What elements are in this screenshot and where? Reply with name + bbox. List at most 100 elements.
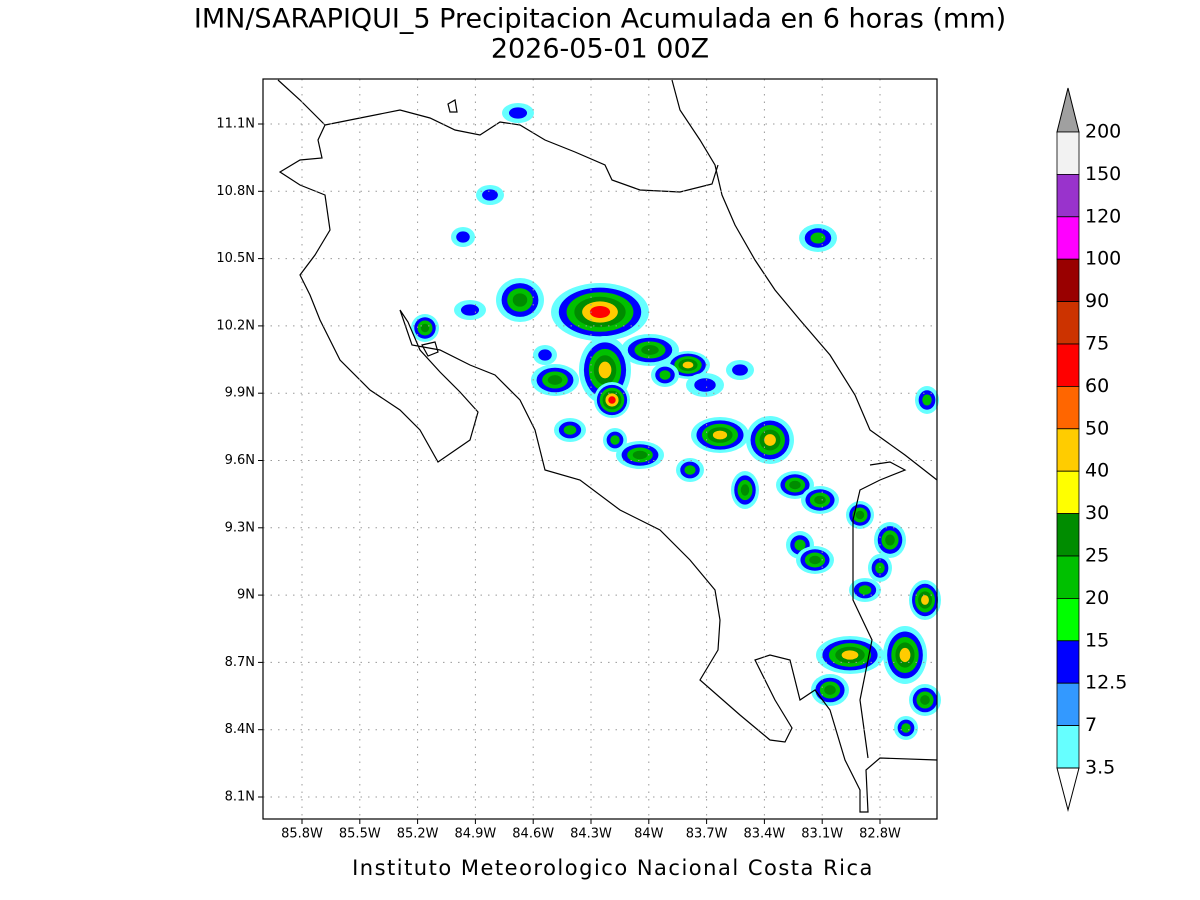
lat-tick-label: 9.9N xyxy=(225,386,255,401)
colorbar-label: 50 xyxy=(1085,417,1109,439)
precip-cell xyxy=(764,434,776,446)
precip-cell xyxy=(420,323,430,333)
colorbar-segment xyxy=(1056,131,1080,175)
lat-tick-label: 9.6N xyxy=(225,453,255,468)
precip-cell xyxy=(684,465,696,475)
coastline xyxy=(671,79,938,481)
island xyxy=(421,341,439,357)
colorbar-segment xyxy=(1056,301,1080,345)
precip-cell xyxy=(610,435,620,445)
precip-cell xyxy=(598,361,612,379)
precip-cell xyxy=(789,480,801,490)
colorbar-under xyxy=(1056,767,1080,812)
precip-cell xyxy=(810,232,826,244)
colorbar-label: 75 xyxy=(1085,333,1109,355)
lon-tick-label: 84.6W xyxy=(512,827,554,842)
lon-tick-label: 83.7W xyxy=(686,827,728,842)
lon-tick-label: 84.9W xyxy=(454,827,496,842)
precip-cell xyxy=(841,650,859,660)
map-frame xyxy=(262,78,938,820)
colorbar-label: 90 xyxy=(1085,290,1109,312)
precip-cell xyxy=(809,555,821,565)
lat-tick-label: 11.1N xyxy=(216,117,255,132)
precip-cell xyxy=(682,361,694,369)
precip-cell xyxy=(732,364,748,376)
lon-tick-label: 83.4W xyxy=(743,827,785,842)
precip-cell xyxy=(632,450,648,460)
colorbar-segment xyxy=(1056,173,1080,218)
colorbar-segment xyxy=(1056,258,1080,303)
lon-tick-label: 84.3W xyxy=(570,827,612,842)
precip-cell xyxy=(641,345,659,355)
precip-cell xyxy=(589,306,611,318)
precip-cell xyxy=(855,510,865,520)
precip-cell xyxy=(740,484,750,496)
lon-tick-label: 85.8W xyxy=(281,827,323,842)
border xyxy=(324,109,719,193)
colorbar-label: 60 xyxy=(1085,375,1109,397)
graticule: 85.8W 85.5W 85.2W 84.9W 84.6W 84.3W 84W 83.7W 83… xyxy=(216,79,937,842)
lon-tick-label: 85.5W xyxy=(339,827,381,842)
map-subtitle: 2026-05-01 00Z xyxy=(491,34,709,65)
precip-cell xyxy=(901,723,911,733)
precip-cell xyxy=(899,647,911,663)
lat-tick-label: 10.2N xyxy=(216,318,255,333)
colorbar-segment xyxy=(1056,216,1080,260)
map-title: IMN/SARAPIQUI_5 Precipitacion Acumulada … xyxy=(194,4,1006,35)
lon-tick-label: 83.1W xyxy=(801,827,843,842)
precip-cell xyxy=(694,378,716,392)
lat-tick-label: 10.5N xyxy=(216,251,255,266)
precip-cell xyxy=(456,231,470,243)
footer: Instituto Meteorologico Nacional Costa R… xyxy=(352,856,874,880)
lat-tick-label: 8.7N xyxy=(225,655,255,670)
island xyxy=(447,99,458,113)
coastlines xyxy=(277,79,938,813)
precip-cell xyxy=(885,534,895,546)
lat-tick-label: 10.8N xyxy=(216,184,255,199)
precip-cell xyxy=(538,349,552,361)
colorbar-label: 30 xyxy=(1085,502,1109,524)
colorbar-label: 15 xyxy=(1085,629,1109,651)
precip-cell xyxy=(824,685,836,695)
colorbar-label: 150 xyxy=(1085,163,1121,185)
lat-tick-label: 8.1N xyxy=(225,790,255,805)
colorbar-segment xyxy=(1056,513,1080,557)
colorbar-label: 120 xyxy=(1085,205,1121,227)
colorbar-over xyxy=(1056,87,1080,133)
lat-tick-label: 9N xyxy=(237,588,255,603)
precip-cell xyxy=(814,495,826,505)
lon-tick-label: 84W xyxy=(634,827,664,842)
precip-cell xyxy=(460,304,480,316)
precip-cell xyxy=(858,585,872,595)
colorbar-label: 200 xyxy=(1085,121,1121,143)
precip-cell xyxy=(922,394,932,406)
lat-tick-label: 8.4N xyxy=(225,722,255,737)
border xyxy=(852,461,907,759)
coastline xyxy=(277,79,938,813)
colorbar-label: 7 xyxy=(1085,714,1097,736)
precip-cell xyxy=(563,425,577,435)
lon-tick-label: 85.2W xyxy=(397,827,439,842)
colorbar-label: 40 xyxy=(1085,460,1109,482)
colorbar-segment xyxy=(1056,555,1080,599)
precip-cell xyxy=(794,539,806,551)
precip-cell xyxy=(608,396,616,404)
colorbar-label: 12.5 xyxy=(1085,672,1127,694)
colorbar-segment xyxy=(1056,640,1080,684)
precip-cell xyxy=(659,370,671,380)
precip-cell xyxy=(920,695,930,705)
colorbar-segment xyxy=(1056,343,1080,387)
precip-cell xyxy=(508,107,528,119)
precip-cell xyxy=(921,595,929,605)
colorbar-label: 100 xyxy=(1085,248,1121,270)
colorbar-label: 3.5 xyxy=(1085,757,1115,779)
colorbar-segment xyxy=(1056,682,1080,727)
colorbar-label: 20 xyxy=(1085,587,1109,609)
colorbar-segment xyxy=(1056,470,1080,515)
colorbar-segment xyxy=(1056,598,1080,642)
precip-cell xyxy=(512,293,528,307)
precip-cell xyxy=(547,375,563,385)
precip-cell xyxy=(482,189,498,201)
colorbar-label: 25 xyxy=(1085,545,1109,567)
